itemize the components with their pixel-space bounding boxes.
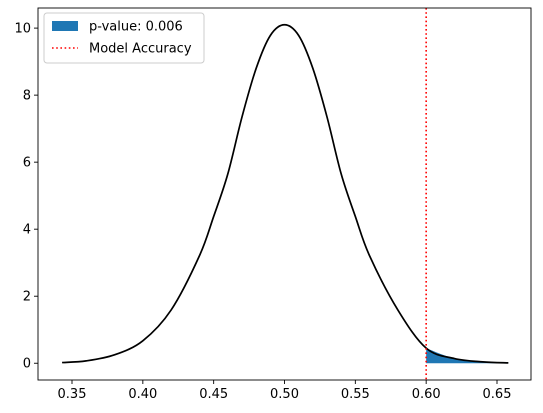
y-tick-label: 4 [23,223,31,238]
x-tick-label: 0.50 [270,387,299,402]
y-tick-label: 2 [23,290,31,305]
x-tick-label: 0.45 [199,387,228,402]
legend: p-value: 0.006 Model Accuracy [43,12,205,64]
y-tick-label: 10 [14,22,31,37]
p-value-fill-area [426,348,509,364]
x-tick-label: 0.55 [341,387,370,402]
plot-area [62,8,509,380]
legend-swatch-pvalue [52,21,78,31]
y-tick-label: 6 [23,156,31,171]
axes: 0.35 0.40 0.45 0.50 0.55 0.60 0.65 0 2 4 6 8 10 [14,7,532,402]
distribution-curve [62,23,509,364]
x-tick-label: 0.65 [483,387,512,402]
legend-label: Model Accuracy [89,42,192,57]
x-tick-label: 0.40 [128,387,157,402]
x-tick-label: 0.35 [58,387,87,402]
x-tick-label: 0.60 [412,387,441,402]
y-tick-label: 8 [23,89,31,104]
y-tick-label: 0 [23,357,31,372]
legend-label: p-value: 0.006 [89,20,183,35]
legend-box [43,12,205,64]
